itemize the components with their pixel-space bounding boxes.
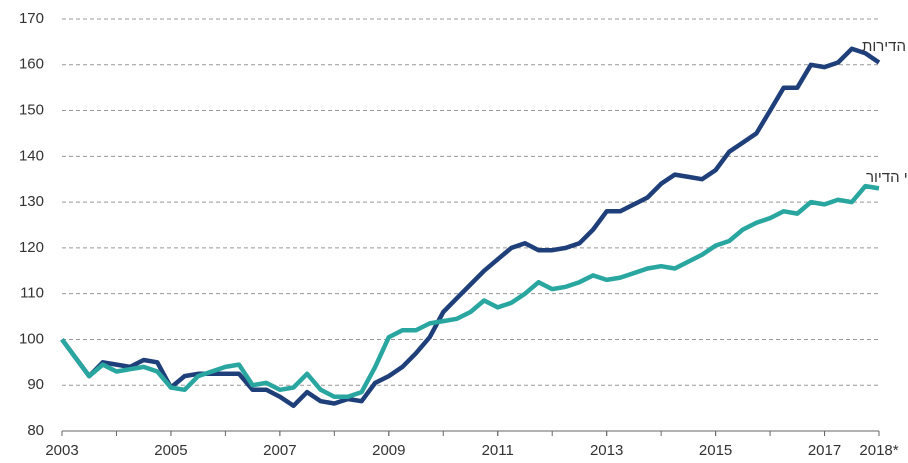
y-tick-label: 120 [19, 239, 44, 256]
x-tick-label: 2013 [590, 442, 623, 459]
x-tick-label: 2011 [482, 442, 514, 459]
x-tick-label: 2009 [372, 442, 405, 459]
series-label: מדד מחירי הדיור [866, 169, 908, 186]
y-tick-label: 170 [19, 10, 44, 27]
x-tick-label: 2018* [859, 442, 898, 459]
x-tick-label: 2005 [154, 442, 187, 459]
y-tick-label: 110 [20, 285, 44, 302]
x-tick-label: 2015 [699, 442, 732, 459]
y-tick-label: 140 [19, 147, 44, 164]
y-tick-label: 160 [19, 56, 44, 73]
y-tick-label: 150 [19, 102, 44, 119]
y-tick-label: 80 [27, 422, 44, 439]
y-tick-label: 130 [19, 193, 44, 210]
series-label: מדד מחירי הדירות [862, 38, 908, 55]
series-line [60, 46, 881, 409]
x-tick-label: 2017 [808, 442, 841, 459]
x-tick-label: 2007 [263, 442, 296, 459]
y-tick-label: 90 [27, 376, 44, 393]
series-line [60, 183, 880, 399]
x-tick-label: 2003 [45, 442, 78, 459]
y-tick-label: 100 [19, 330, 44, 347]
